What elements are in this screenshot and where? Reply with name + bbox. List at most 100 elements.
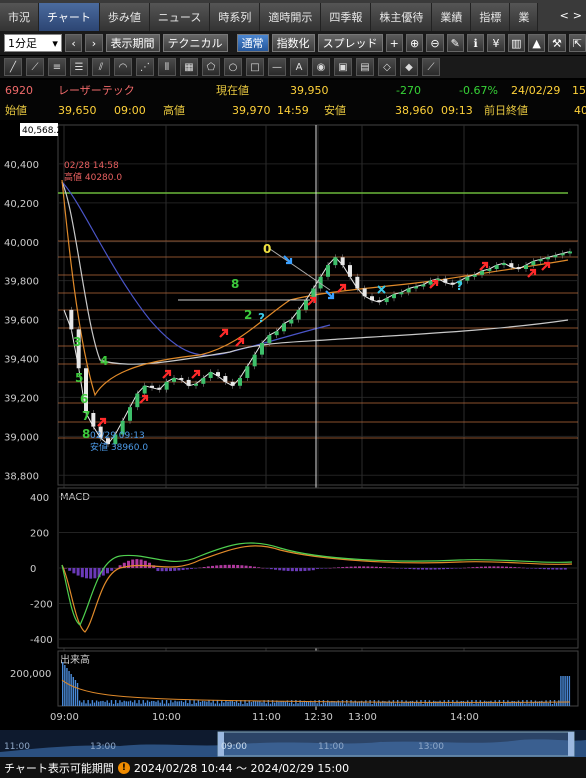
volume-bar (225, 700, 227, 706)
channel-tool-icon[interactable]: ⫽ (92, 58, 110, 76)
tab-shikiho[interactable]: 四季報 (321, 3, 372, 31)
pentagon-tool-icon[interactable]: ⬠ (202, 58, 220, 76)
candle-body (362, 288, 367, 297)
rect-tool-icon[interactable]: □ (246, 58, 264, 76)
tab-earnings[interactable]: 業績 (432, 3, 472, 31)
tab-prev-icon[interactable]: < (559, 9, 569, 22)
price-tick: 39,600 (4, 316, 39, 327)
stamp-tool-icon[interactable]: ▣ (334, 58, 352, 76)
eraser-tool-icon[interactable]: ◇ (378, 58, 396, 76)
macd-bar (551, 568, 555, 570)
stock-chart[interactable]: 40,400 40,200 40,000 39,800 39,600 39,400 39,2… (0, 120, 586, 757)
export-icon[interactable]: ⇱ (568, 34, 586, 52)
volume-bar (515, 701, 518, 706)
circle-tool-icon[interactable]: ○ (224, 58, 242, 76)
spread-button[interactable]: スプレッド (317, 34, 383, 52)
volume-panel (57, 650, 579, 707)
macd-bar (219, 565, 223, 568)
interval-select[interactable]: 1分足 ▾ (4, 34, 62, 52)
macd-bar (181, 568, 185, 571)
macd-bar (101, 568, 105, 576)
yen-icon[interactable]: ¥ (487, 34, 505, 52)
pen-icon[interactable]: ✎ (446, 34, 464, 52)
wrench-icon[interactable]: ⚒ (548, 34, 566, 52)
volume-bar (511, 700, 513, 706)
erase-all-tool-icon[interactable]: ◆ (400, 58, 418, 76)
ma-long-line (61, 181, 331, 356)
macd-bar (341, 567, 345, 568)
next-icon[interactable]: › (85, 34, 103, 52)
candle-body (267, 335, 272, 343)
candle-body (84, 368, 88, 413)
volume-bar (189, 700, 191, 706)
volume-bar (297, 703, 299, 706)
tab-chart[interactable]: チャート (39, 3, 100, 31)
macd-bar (500, 566, 504, 568)
volume-bar (223, 702, 225, 706)
text-tool-icon[interactable]: A (290, 58, 308, 76)
volume-bar (178, 701, 180, 706)
volume-bar (261, 702, 263, 706)
cycle-tool-icon[interactable]: ▦ (180, 58, 198, 76)
candle-body (216, 372, 220, 377)
fib-tool-icon[interactable]: ☰ (70, 58, 88, 76)
navigator-handle-right[interactable] (568, 732, 574, 756)
volume-bar (170, 700, 172, 706)
macd-bar (80, 568, 84, 578)
volume-bar (191, 703, 193, 706)
high-price: 39,970 (232, 103, 271, 117)
brush-tool-icon[interactable]: ⟋ (422, 58, 440, 76)
footer-range: 2024/02/28 10:44 〜 2024/02/29 15:00 (133, 761, 350, 775)
volume-bar (343, 703, 346, 706)
volume-bar (131, 702, 134, 706)
candle-body (370, 296, 374, 301)
prev-icon[interactable]: ‹ (64, 34, 83, 52)
candle-body (348, 265, 352, 277)
tab-timeseries[interactable]: 時系列 (210, 3, 261, 31)
macd-bar (345, 566, 349, 568)
fan-tool-icon[interactable]: ⋰ (136, 58, 154, 76)
tab-ticks[interactable]: 歩み値 (99, 3, 150, 31)
zoom-out-icon[interactable]: ⊖ (426, 34, 444, 52)
badge-tool-icon[interactable]: ◉ (312, 58, 330, 76)
tab-market[interactable]: 市況 (0, 3, 39, 31)
area-chart-icon[interactable]: ▲ (527, 34, 546, 52)
line-tool-icon[interactable]: ╱ (4, 58, 22, 76)
navigator-handle-left[interactable] (218, 732, 224, 756)
candles (69, 248, 572, 448)
technical-button[interactable]: テクニカル (162, 34, 228, 52)
macd-bar (227, 564, 231, 568)
volume-bar (240, 700, 242, 706)
tab-indicators[interactable]: 指標 (471, 3, 511, 31)
navigator-window[interactable] (217, 731, 575, 757)
tab-benefits[interactable]: 株主優待 (371, 3, 433, 31)
ruler-tool-icon[interactable]: ⟋ (26, 58, 44, 76)
current-price: 39,950 (290, 83, 329, 97)
candle-icon[interactable]: ▥ (507, 34, 525, 52)
normal-button[interactable]: 通常 (236, 34, 269, 52)
arc-tool-icon[interactable]: ◠ (114, 58, 132, 76)
cross-marker (377, 285, 386, 294)
vlines-tool-icon[interactable]: ⦀ (158, 58, 176, 76)
tab-disclosure[interactable]: 適時開示 (260, 3, 322, 31)
tab-news[interactable]: ニュース (149, 3, 211, 31)
volume-bar (354, 700, 356, 706)
crosshair-icon[interactable]: + (385, 34, 403, 52)
volume-tick: 200,000 (10, 669, 51, 680)
hline-tool-icon[interactable]: — (268, 58, 286, 76)
zoom-in-icon[interactable]: ⊕ (405, 34, 424, 52)
hlines-tool-icon[interactable]: ≡ (48, 58, 66, 76)
quote-row-1: 6920 レーザーテック 現在値 39,950 -270 -0.67% 24/0… (0, 80, 586, 100)
tab-next-icon[interactable]: > (572, 9, 582, 22)
image-tool-icon[interactable]: ▤ (356, 58, 374, 76)
macd-bar (269, 568, 273, 570)
index-button[interactable]: 指数化 (271, 34, 315, 52)
volume-bar (333, 701, 335, 706)
macd-bar (164, 568, 168, 572)
period-button[interactable]: 表示期間 (105, 34, 160, 52)
volume-bar (522, 700, 524, 706)
candle-body (553, 255, 558, 258)
macd-bar (278, 568, 282, 571)
tab-more[interactable]: 業 (510, 3, 539, 31)
info-icon[interactable]: ℹ (466, 34, 485, 52)
